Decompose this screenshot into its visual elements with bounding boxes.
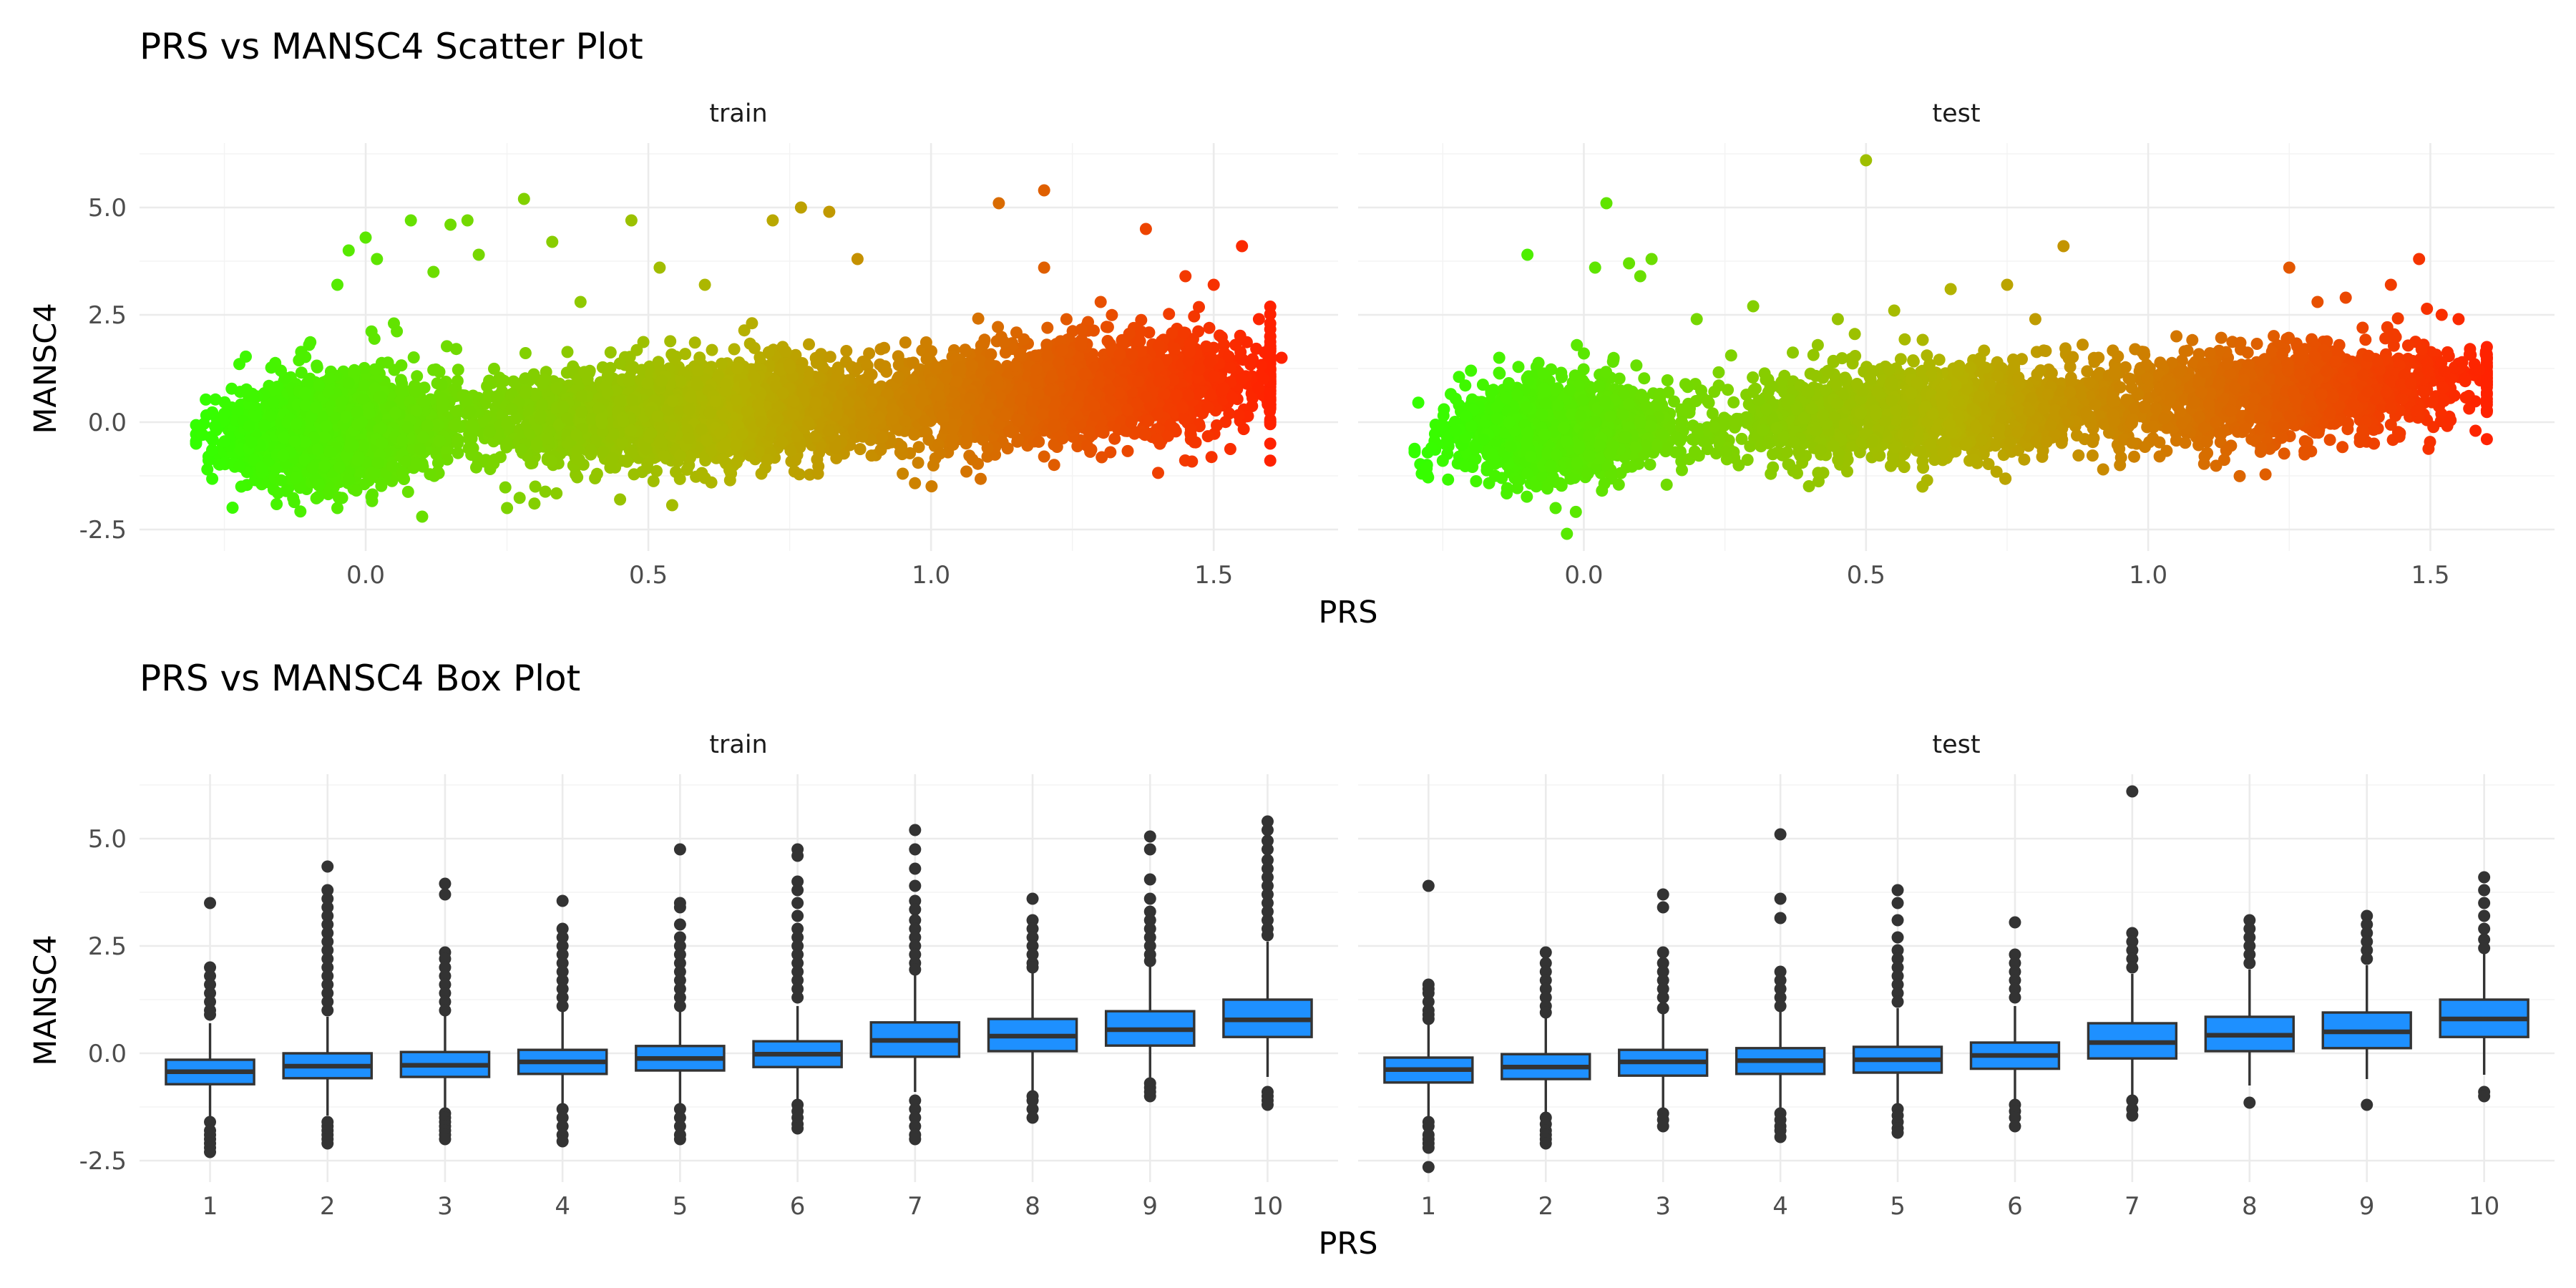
scatter-y-tick-label: 2.5 [88, 301, 127, 330]
scatter-point [899, 336, 912, 349]
scatter-x-tick-label: 1.0 [912, 561, 950, 590]
scatter-point [793, 468, 806, 481]
scatter-point [528, 497, 541, 510]
scatter-point [452, 364, 464, 376]
scatter-point [1152, 467, 1164, 479]
scatter-point [1048, 459, 1060, 472]
scatter-point [450, 343, 463, 356]
scatter-point [706, 343, 718, 356]
scatter-point [293, 354, 306, 366]
scatter-point [1048, 438, 1060, 451]
scatter-y-tick-label: 0.0 [88, 409, 127, 437]
scatter-point [1201, 430, 1214, 443]
scatter-point [1060, 313, 1073, 326]
scatter-point [407, 351, 420, 364]
scatter-y-tick-label: -2.5 [79, 516, 127, 545]
scatter-point [762, 346, 775, 358]
scatter-points-train [190, 301, 1277, 518]
scatter-point [865, 449, 878, 462]
scatter-point [650, 464, 663, 477]
scatter-point [1121, 444, 1134, 457]
scatter-point [1041, 321, 1054, 334]
scatter-point [925, 480, 938, 493]
scatter-point [1188, 310, 1201, 323]
scatter-point [1214, 329, 1226, 342]
scatter-x-tick-label: 1.5 [1194, 561, 1233, 590]
scatter-y-tick-label: 5.0 [88, 194, 127, 223]
scatter-point [912, 441, 925, 454]
scatter-point [1205, 451, 1218, 464]
scatter-point [561, 346, 574, 358]
scatter-x-tick-label: 0.5 [629, 561, 668, 590]
scatter-x-tick-label: 0.0 [346, 561, 385, 590]
scatter-point [716, 357, 728, 370]
scatter-point [670, 466, 682, 479]
scatter-point [401, 485, 414, 498]
scatter-point [1100, 321, 1113, 333]
scatter-point [992, 321, 1005, 333]
scatter-point [294, 505, 307, 518]
scatter-point [664, 335, 677, 348]
scatter-point [1264, 454, 1277, 467]
scatter-point [1264, 301, 1277, 313]
scatter-point [1106, 308, 1118, 321]
scatter-panel-train: 0.0 0.5 1.0 1.5 -2.5 0.0 2.5 5.0 [79, 143, 1338, 590]
scatter-chart-title: PRS vs MANSC4 Scatter Plot [140, 26, 643, 67]
scatter-point [975, 472, 987, 485]
scatter-point [909, 477, 922, 489]
scatter-point [960, 465, 973, 478]
scatter-point [499, 481, 512, 494]
scatter-point [679, 348, 692, 361]
scatter-point [411, 370, 424, 383]
scatter-point [590, 467, 603, 480]
scatter-point [604, 346, 617, 358]
scatter-point [491, 390, 503, 403]
scatter-point [513, 492, 526, 504]
scatter-point [435, 379, 448, 391]
scatter-point [1193, 301, 1205, 313]
scatter-point [519, 347, 532, 359]
